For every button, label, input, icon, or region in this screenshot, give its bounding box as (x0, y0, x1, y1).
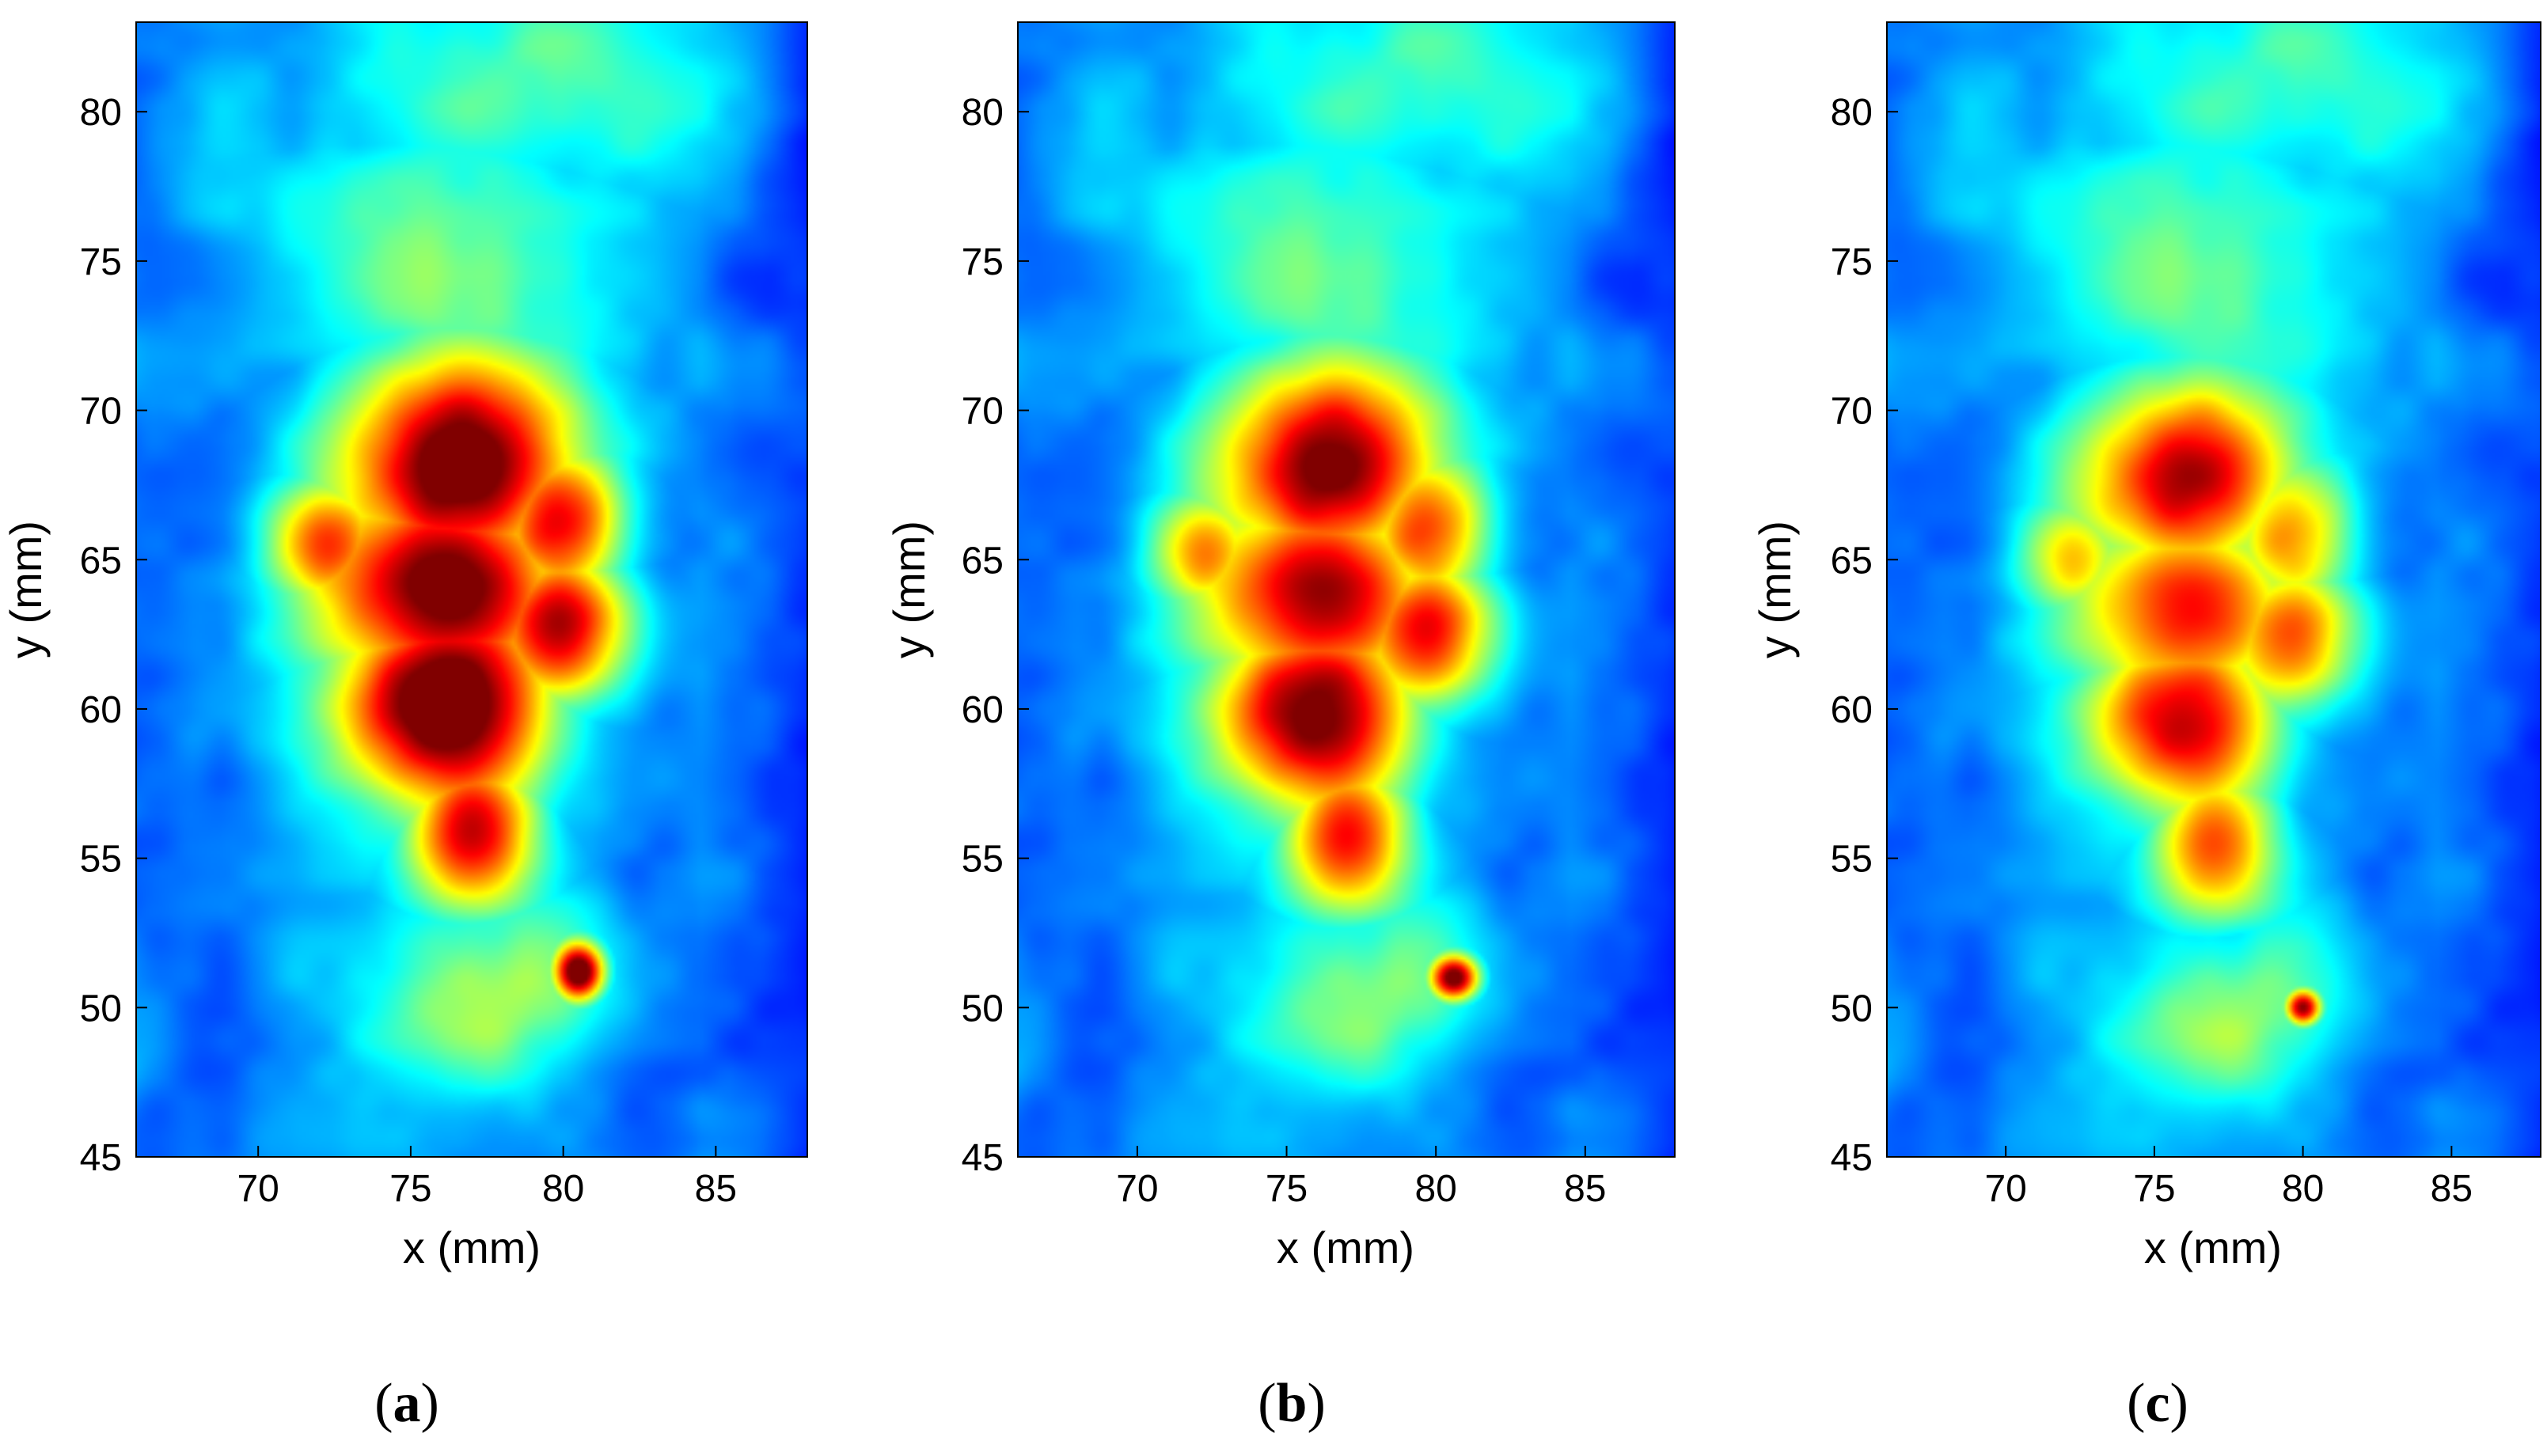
panel-b-heatmap (1018, 22, 1675, 1157)
y-tick-label: 75 (1831, 241, 1873, 283)
panel-a-y-axis-label: y (mm) (1, 521, 51, 658)
x-tick-label: 80 (1414, 1168, 1456, 1210)
y-tick-label: 55 (80, 839, 122, 881)
y-tick-label: 75 (962, 241, 1004, 283)
y-tick-label: 80 (962, 92, 1004, 134)
y-tick-label: 70 (80, 391, 122, 433)
y-tick-label: 50 (962, 988, 1004, 1029)
y-tick-label: 65 (1831, 540, 1873, 582)
panel-b-caption: (b) (1258, 1373, 1326, 1434)
y-tick-label: 80 (80, 92, 122, 134)
panel-b-y-axis-label: y (mm) (884, 521, 934, 658)
x-tick-label: 70 (1116, 1168, 1158, 1210)
y-tick-label: 60 (962, 689, 1004, 731)
panel-b-ticks: 70 75 80 85 45 50 55 60 65 70 75 80 (962, 92, 1607, 1210)
y-tick-label: 55 (962, 839, 1004, 881)
panel-c-ticks: 70 75 80 85 45 50 55 60 65 70 75 80 (1831, 92, 2473, 1210)
panel-a-x-axis-label: x (mm) (403, 1223, 541, 1272)
panel-c: 70 75 80 85 45 50 55 60 65 70 75 80 x (mm) y (mm) (… (1750, 21, 2541, 1434)
panel-a: 70 75 80 85 45 50 55 60 65 70 75 80 x (mm) y (mm) (… (1, 21, 808, 1434)
y-tick-label: 60 (1831, 689, 1873, 731)
y-tick-label: 80 (1831, 92, 1873, 134)
panel-c-caption: (c) (2127, 1373, 2188, 1434)
x-tick-label: 75 (2133, 1168, 2175, 1210)
x-tick-label: 70 (1984, 1168, 2026, 1210)
panel-a-heatmap (136, 22, 807, 1157)
x-tick-label: 85 (1564, 1168, 1606, 1210)
panel-b-frame (1017, 21, 1676, 1158)
panel-a-caption: (a) (374, 1373, 439, 1434)
y-tick-label: 60 (80, 689, 122, 731)
y-tick-label: 45 (1831, 1137, 1873, 1179)
x-tick-label: 80 (2282, 1168, 2324, 1210)
y-tick-label: 65 (80, 540, 122, 582)
panel-b-x-axis-label: x (mm) (1277, 1223, 1414, 1272)
panel-c-frame (1886, 21, 2541, 1158)
x-tick-label: 75 (389, 1168, 431, 1210)
panel-c-y-axis-label: y (mm) (1750, 521, 1800, 658)
panel-a-frame (135, 21, 808, 1158)
y-tick-label: 45 (962, 1137, 1004, 1179)
x-tick-label: 75 (1266, 1168, 1308, 1210)
y-tick-label: 70 (962, 391, 1004, 433)
panel-a-ticks: 70 75 80 85 45 50 55 60 65 70 75 80 (80, 92, 737, 1210)
y-tick-label: 65 (962, 540, 1004, 582)
panel-c-heatmap (1887, 22, 2541, 1157)
panel-c-x-axis-label: x (mm) (2144, 1223, 2282, 1272)
y-tick-label: 55 (1831, 839, 1873, 881)
panel-b: 70 75 80 85 45 50 55 60 65 70 75 80 x (mm) y (mm) (… (884, 21, 1676, 1434)
y-tick-label: 75 (80, 241, 122, 283)
x-tick-label: 85 (2431, 1168, 2473, 1210)
y-tick-label: 45 (80, 1137, 122, 1179)
x-tick-label: 70 (237, 1168, 279, 1210)
x-tick-label: 85 (695, 1168, 737, 1210)
x-tick-label: 80 (542, 1168, 584, 1210)
y-tick-label: 50 (1831, 988, 1873, 1029)
y-tick-label: 50 (80, 988, 122, 1029)
y-tick-label: 70 (1831, 391, 1873, 433)
